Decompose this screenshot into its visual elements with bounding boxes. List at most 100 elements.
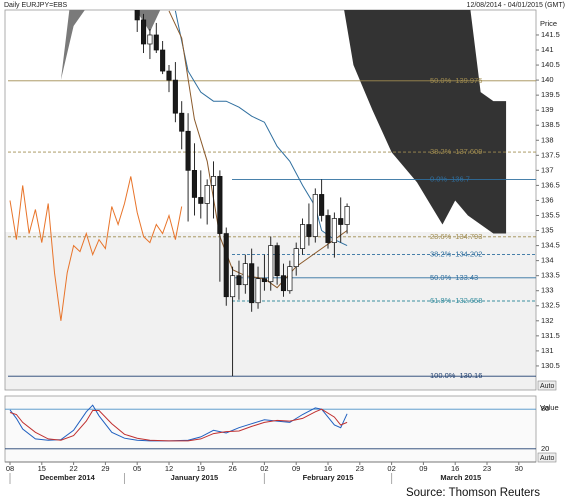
fib-level: 38.2%: [430, 250, 452, 259]
candle-body: [306, 224, 312, 237]
candle-body: [210, 176, 217, 186]
indicator-line: [168, 10, 348, 289]
candle-body: [300, 224, 306, 249]
candle-body: [261, 278, 267, 283]
candle-body: [312, 194, 318, 237]
indicator-panel: [5, 404, 536, 450]
auto-button[interactable]: Auto: [537, 452, 557, 463]
candle-body: [172, 79, 178, 114]
x-tick-label: 19: [197, 464, 205, 473]
fib-label: 50.0% 133.43: [430, 273, 478, 282]
fib-price: 130.16: [459, 371, 482, 380]
y-tick-label: 132: [541, 316, 554, 325]
axes: 20 80 130.5 131 131.5 132 132.5 133 133.5 134 134.…: [6, 30, 560, 484]
x-tick-label: 29: [101, 464, 109, 473]
fib-label: 38.2% 137.609: [430, 147, 482, 156]
indicator-axis-label: Value: [540, 403, 559, 412]
month-label: January 2015: [171, 473, 219, 482]
month-label: March 2015: [440, 473, 481, 482]
fib-label: 38.2% 134.202: [430, 250, 482, 259]
fib-level: 38.2%: [430, 147, 452, 156]
y-tick-label: 135.5: [541, 210, 560, 219]
indicator-line: [174, 10, 348, 247]
candle-body: [198, 197, 204, 204]
candle-body: [191, 170, 197, 198]
candle-body: [242, 263, 248, 286]
y-tick-label: 141: [541, 45, 554, 54]
candle-body: [223, 233, 229, 298]
x-tick-label: 16: [324, 464, 332, 473]
month-label: February 2015: [303, 473, 354, 482]
x-tick-label: 16: [451, 464, 459, 473]
y-tick-label: 137: [541, 165, 554, 174]
auto-button[interactable]: Auto: [537, 380, 557, 391]
candle-body: [280, 275, 287, 292]
x-tick-label: 23: [483, 464, 491, 473]
candle-body: [249, 263, 255, 304]
x-tick-label: 26: [228, 464, 236, 473]
fib-label: 100.0% 130.16: [430, 371, 482, 380]
x-tick-label: 05: [133, 464, 141, 473]
y-tick-label: 134: [541, 256, 554, 265]
fib-price: 134.202: [455, 250, 482, 259]
candle-body: [230, 275, 236, 298]
y-axis-label: Price: [540, 19, 557, 28]
y-tick-label: 130.5: [541, 361, 560, 370]
y-tick-label: 140.5: [541, 60, 560, 69]
y-tick-label: 131.5: [541, 331, 560, 340]
button-frame[interactable]: [537, 380, 557, 391]
x-tick-label: 23: [356, 464, 364, 473]
fib-label: 23.6% 134.793: [430, 232, 482, 241]
fib-price: 134.793: [455, 232, 482, 241]
button-label[interactable]: Auto: [540, 455, 555, 462]
y-tick-label: 133.5: [541, 271, 560, 280]
x-tick-label: 08: [6, 464, 14, 473]
candle-body: [287, 266, 293, 292]
candle-body: [141, 19, 147, 45]
y-tick-label: 138.5: [541, 120, 560, 129]
y-tick-label: 139.5: [541, 90, 560, 99]
candle-body: [134, 10, 140, 21]
candle-body: [147, 34, 153, 45]
y-tick-label: 136.5: [541, 180, 560, 189]
y-tick-label: 140: [541, 75, 554, 84]
button-frame[interactable]: [537, 452, 557, 463]
x-tick-label: 02: [387, 464, 395, 473]
candle-body: [319, 194, 325, 216]
fib-price: 136.7: [451, 174, 470, 183]
x-tick-label: 22: [69, 464, 77, 473]
y-tick-label: 131: [541, 346, 554, 355]
y-tick-label: 135: [541, 226, 554, 235]
fib-level: 50.0%: [430, 273, 452, 282]
x-tick-label: 12: [165, 464, 173, 473]
fib-level: 0.0%: [430, 174, 447, 183]
candle-body: [166, 70, 172, 81]
fib-level: 23.6%: [430, 232, 452, 241]
y-tick-label: 137.5: [541, 150, 560, 159]
y-tick-label: 139: [541, 105, 554, 114]
y-tick-label: 138: [541, 135, 554, 144]
chart-subtitle: 12/08/2014 - 04/01/2015 (GMT): [467, 2, 565, 9]
indicator-line: [9, 408, 348, 442]
y-tick-label: 134.5: [541, 241, 560, 250]
fib-level: 61.8%: [430, 296, 452, 305]
month-label: December 2014: [40, 473, 96, 482]
fib-price: 137.609: [455, 147, 482, 156]
candle-body: [331, 218, 337, 243]
y-tick-label: 133: [541, 286, 554, 295]
indicator-tick-label: 80: [541, 404, 549, 413]
indicator-tick-label: 20: [541, 444, 549, 453]
candle-body: [236, 275, 242, 286]
source-note: Source: Thomson Reuters: [406, 487, 540, 499]
candle-body: [179, 112, 185, 132]
button-label[interactable]: Auto: [540, 383, 555, 390]
chart-title: Daily EURJPY=EBS: [4, 2, 68, 9]
candle-body: [274, 245, 280, 277]
cloud: [344, 10, 507, 234]
fib-price: 133.43: [455, 273, 478, 282]
x-tick-label: 02: [260, 464, 268, 473]
indicator-frame: [4, 395, 537, 463]
y-tick-label: 136: [541, 195, 554, 204]
